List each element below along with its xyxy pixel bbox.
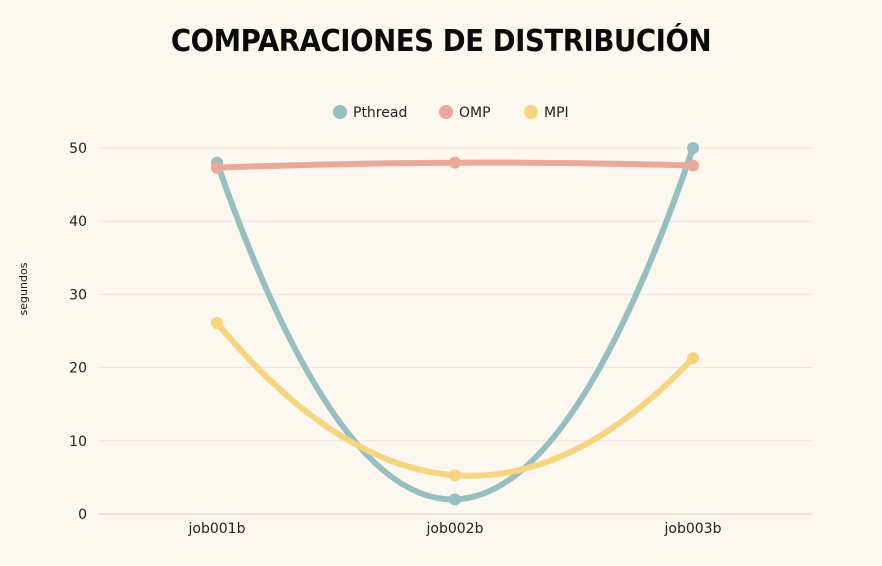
x-tick-label: job002b [426, 521, 484, 537]
y-tick-label: 30 [69, 287, 87, 303]
data-point-mpi [687, 352, 699, 365]
data-point-omp [687, 159, 699, 172]
y-tick-label: 40 [69, 214, 87, 230]
data-point-pthread [687, 142, 699, 154]
y-axis-label: segundos [17, 262, 30, 315]
legend-label: Pthread [353, 105, 407, 121]
data-point-mpi [449, 469, 461, 482]
legend-label: OMP [459, 105, 491, 121]
legend-marker-mpi [524, 105, 538, 119]
series-line-pthread [214, 145, 696, 503]
y-tick-label: 50 [69, 141, 87, 157]
x-tick-label: job003b [664, 521, 722, 537]
data-point-omp [211, 161, 223, 174]
legend-label: MPI [544, 105, 569, 121]
data-point-pthread [449, 493, 461, 506]
y-tick-label: 10 [69, 434, 87, 450]
y-tick-label: 0 [78, 507, 87, 523]
data-point-omp [449, 156, 461, 169]
x-tick-label: job001b [188, 521, 246, 537]
y-tick-label: 20 [69, 361, 87, 377]
data-point-mpi [211, 316, 223, 329]
legend-marker-omp [439, 105, 453, 119]
chart-title: COMPARACIONES DE DISTRIBUCIÓN [170, 24, 712, 59]
series-line-mpi [214, 319, 696, 479]
legend-marker-pthread [333, 105, 347, 119]
